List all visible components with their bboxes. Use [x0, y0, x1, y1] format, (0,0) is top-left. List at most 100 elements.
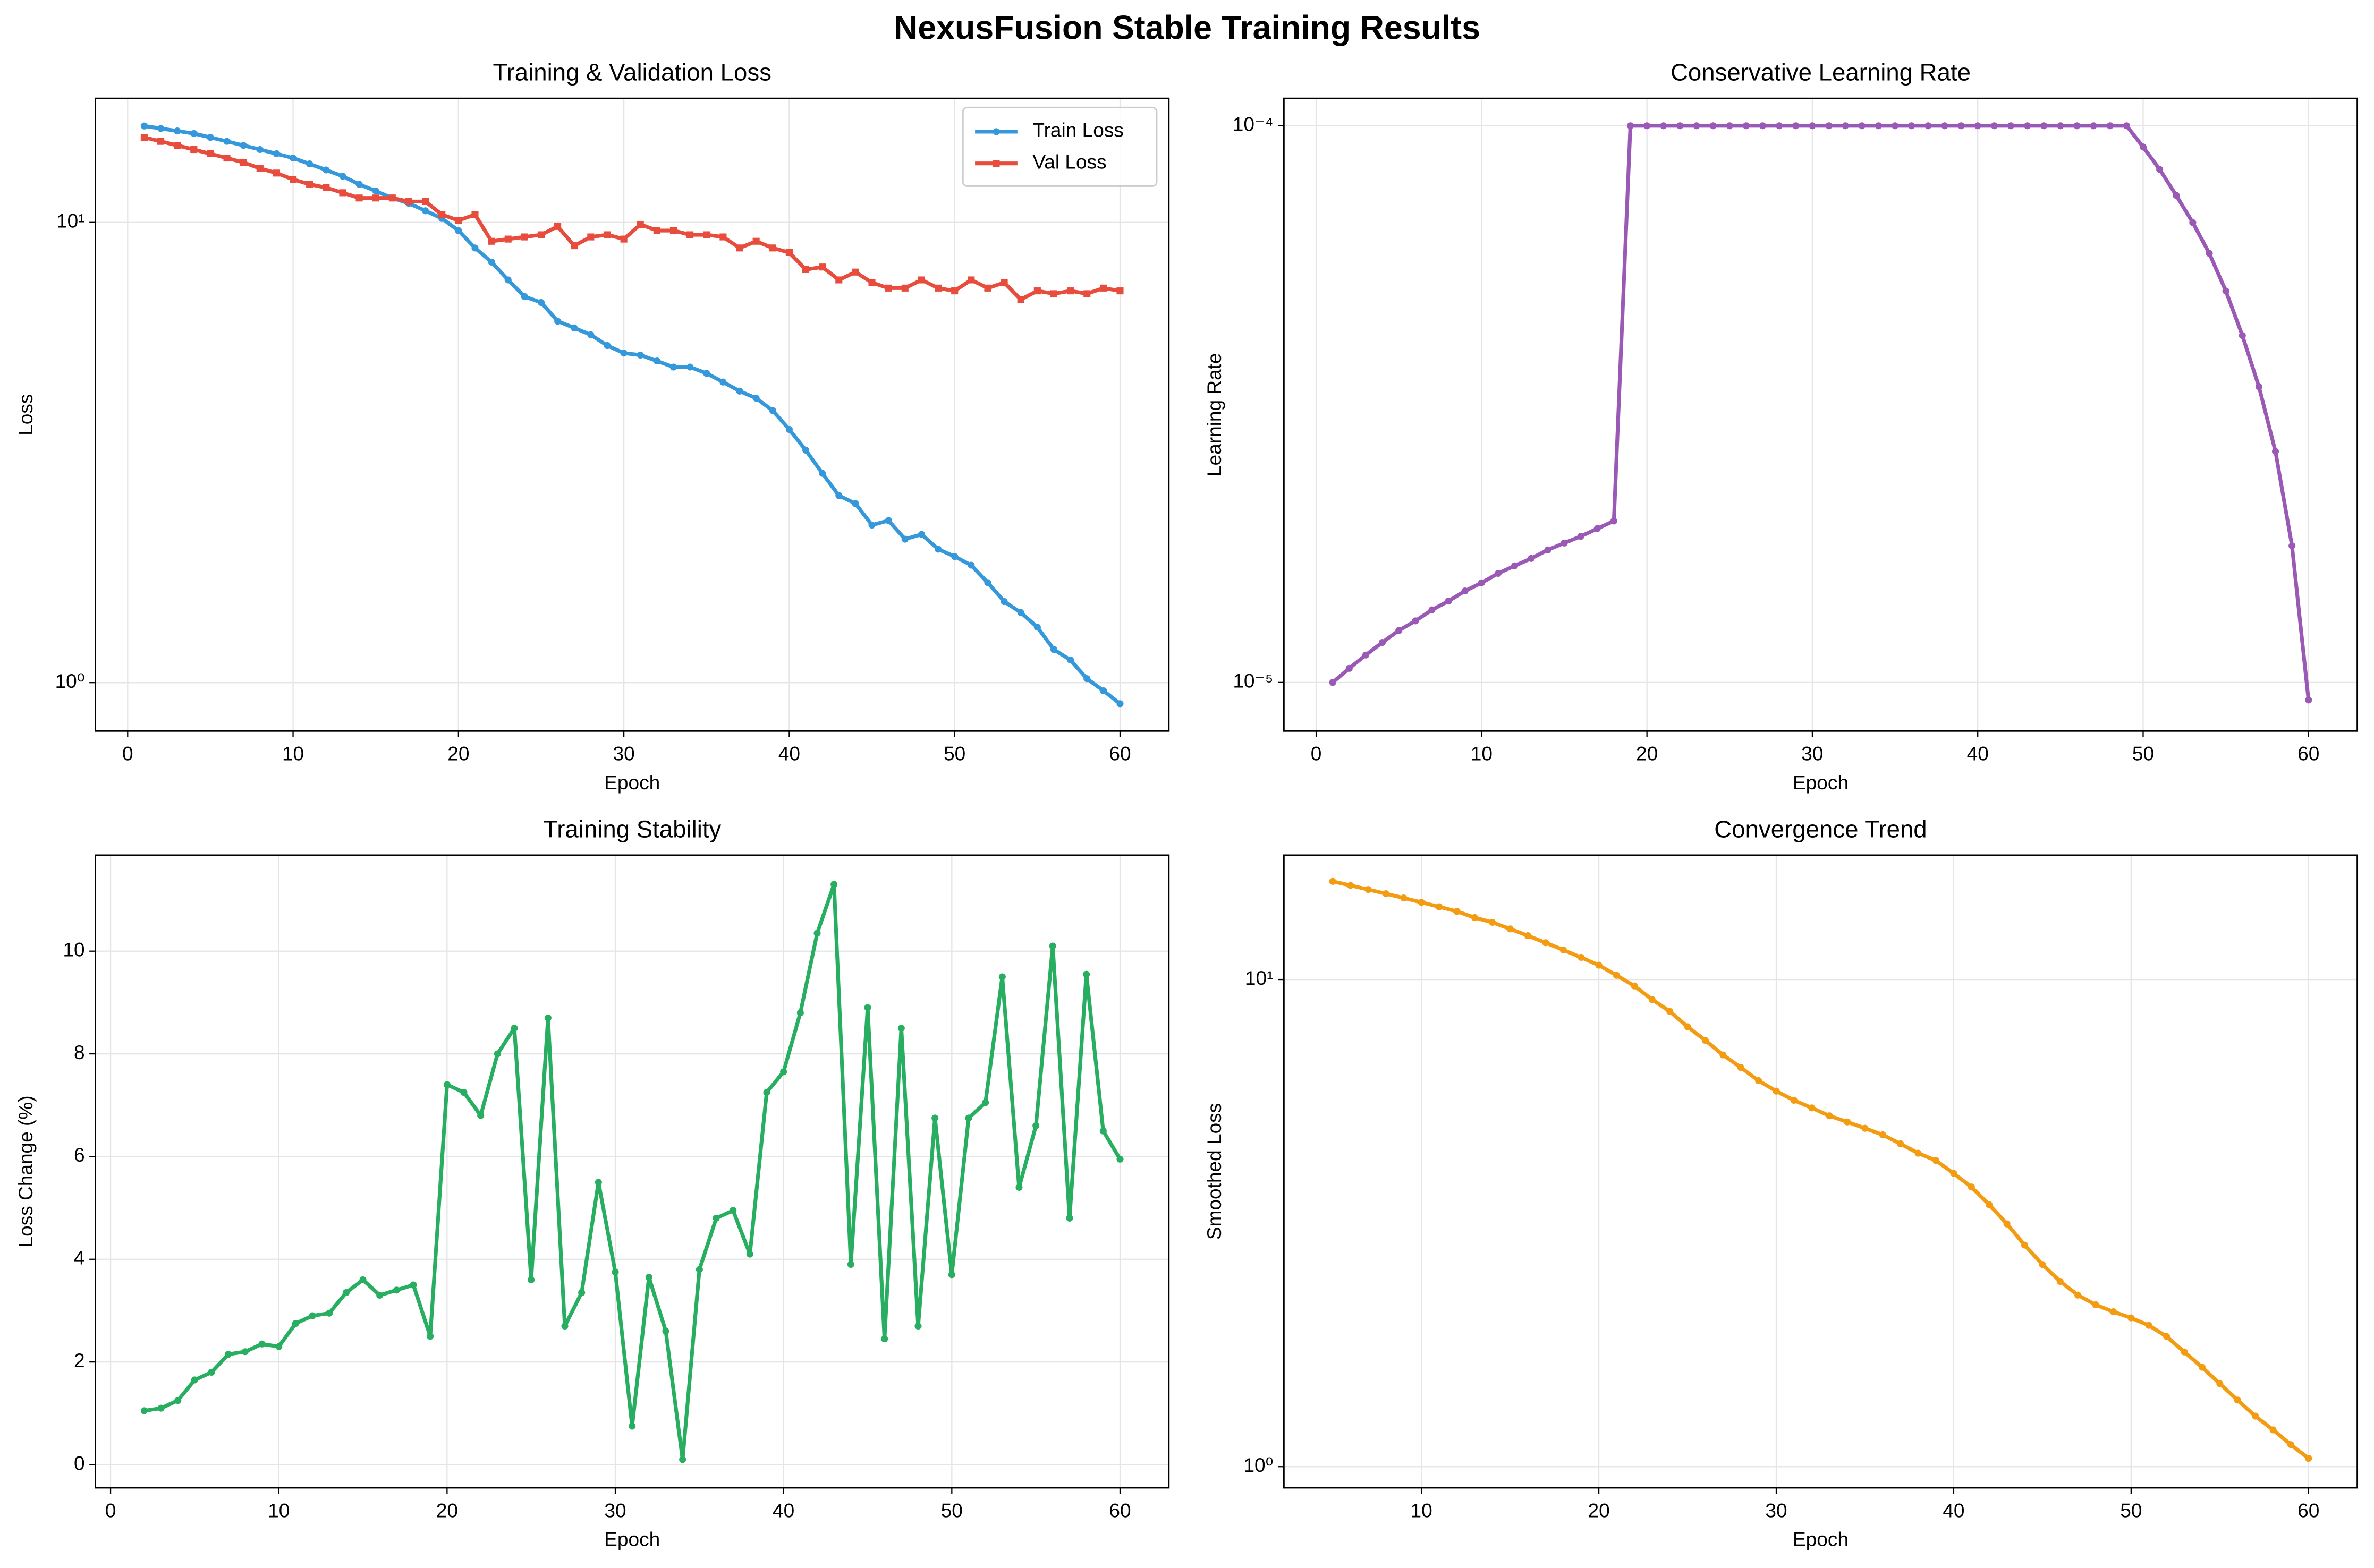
data-point	[1428, 606, 1436, 613]
data-point	[1049, 942, 1056, 950]
data-point	[669, 363, 677, 371]
data-point	[1364, 886, 1372, 893]
data-point	[653, 227, 660, 234]
data-point	[537, 231, 545, 238]
data-point	[223, 138, 231, 145]
data-point	[1100, 284, 1107, 292]
data-point	[918, 531, 925, 538]
data-point	[359, 1276, 367, 1283]
data-point	[982, 1099, 989, 1106]
data-point	[140, 1407, 148, 1414]
data-point	[746, 1250, 753, 1258]
data-point	[669, 227, 677, 234]
data-point	[571, 324, 578, 331]
data-point	[1858, 122, 1866, 130]
data-point	[769, 244, 776, 252]
data-point	[372, 188, 379, 195]
data-point	[852, 268, 859, 276]
data-point	[604, 342, 611, 350]
data-point	[951, 287, 959, 295]
data-point	[1578, 953, 1585, 961]
data-point	[2024, 122, 2031, 130]
data-point	[1693, 122, 1700, 130]
data-point	[157, 138, 165, 145]
data-point	[174, 1397, 182, 1404]
data-point	[1666, 1008, 1674, 1015]
y-axis-label: Learning Rate	[1203, 353, 1225, 476]
data-point	[2305, 696, 2312, 704]
data-point	[1528, 555, 1535, 562]
data-point	[1892, 122, 1899, 130]
data-point	[1489, 918, 1496, 926]
data-point	[422, 207, 429, 215]
data-point	[1631, 982, 1638, 990]
data-point	[339, 189, 346, 197]
data-point	[355, 181, 363, 188]
data-point	[190, 130, 198, 137]
data-point	[1015, 1183, 1023, 1191]
data-point	[1083, 675, 1091, 683]
data-point	[637, 220, 644, 228]
data-point	[306, 181, 313, 188]
data-point	[1017, 609, 1024, 616]
data-point	[1001, 279, 1008, 286]
y-axis-label: Smoothed Loss	[1203, 1103, 1225, 1240]
data-point	[1790, 1096, 1798, 1104]
data-point	[868, 279, 876, 286]
data-point	[1395, 627, 1403, 634]
data-point	[1908, 122, 1915, 130]
data-point	[1914, 1149, 1922, 1157]
data-point	[1461, 587, 1469, 595]
data-point	[998, 973, 1006, 981]
data-point	[2287, 1441, 2294, 1448]
data-point	[2106, 122, 2114, 130]
x-tick-label: 30	[613, 743, 635, 765]
x-axis-label: Epoch	[1793, 1528, 1849, 1550]
data-point	[256, 165, 264, 172]
data-point	[578, 1289, 586, 1297]
y-tick-label: 8	[74, 1041, 85, 1063]
data-point	[1648, 996, 1656, 1003]
data-point	[1116, 1155, 1124, 1163]
data-point	[830, 881, 838, 888]
data-point	[604, 231, 611, 238]
x-tick-label: 50	[941, 1499, 963, 1521]
x-tick-label: 20	[447, 743, 469, 765]
data-point	[1879, 1131, 1886, 1138]
data-point	[2269, 1426, 2277, 1434]
x-tick-label: 20	[1588, 1499, 1609, 1521]
data-point	[1067, 287, 1074, 295]
data-point	[1709, 122, 1717, 130]
data-point	[355, 194, 363, 202]
data-point	[2198, 1364, 2206, 1371]
data-point	[455, 217, 462, 224]
data-point	[1776, 122, 1783, 130]
data-point	[1379, 638, 1386, 646]
legend-marker	[993, 160, 1000, 167]
data-point	[1066, 1214, 1073, 1222]
data-point	[1412, 617, 1419, 625]
data-point	[471, 244, 479, 252]
data-point	[686, 231, 694, 238]
data-point	[1773, 1087, 1780, 1095]
data-point	[2007, 122, 2015, 130]
data-point	[612, 1268, 619, 1276]
data-point	[587, 233, 595, 241]
y-tick-label: 4	[74, 1247, 85, 1269]
data-point	[339, 173, 346, 180]
y-axis-label: Loss Change (%)	[14, 1095, 37, 1247]
data-point	[393, 1286, 400, 1294]
x-tick-label: 10	[282, 743, 304, 765]
x-tick-label: 0	[1311, 743, 1322, 765]
data-point	[968, 561, 975, 569]
data-point	[1494, 569, 1502, 577]
x-axis-label: Epoch	[604, 1528, 660, 1550]
data-point	[2021, 1241, 2029, 1249]
data-point	[2189, 219, 2197, 226]
data-point	[521, 233, 528, 241]
x-tick-label: 60	[2297, 1499, 2319, 1521]
data-point	[595, 1179, 602, 1186]
data-point	[965, 1114, 972, 1122]
data-point	[223, 154, 231, 162]
data-point	[1445, 598, 1452, 605]
